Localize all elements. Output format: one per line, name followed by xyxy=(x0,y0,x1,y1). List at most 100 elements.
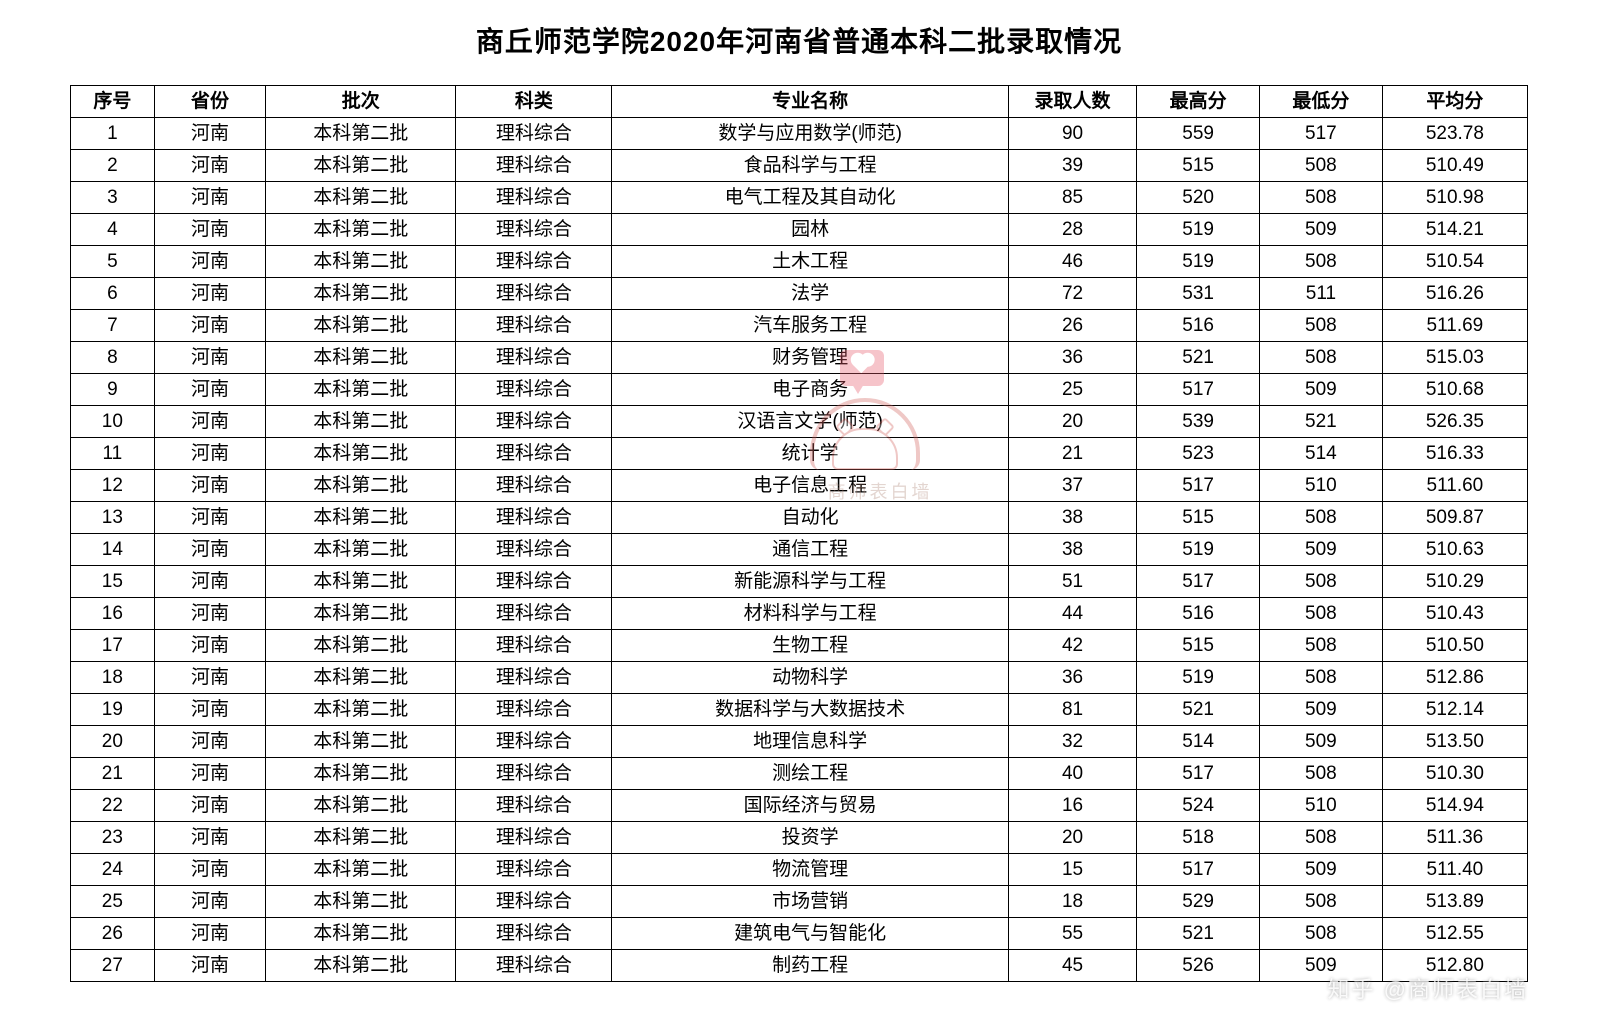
table-cell: 513.89 xyxy=(1382,886,1527,918)
table-cell: 524 xyxy=(1137,790,1260,822)
table-cell: 统计学 xyxy=(612,438,1008,470)
table-cell: 河南 xyxy=(154,310,266,342)
table-cell: 河南 xyxy=(154,918,266,950)
table-cell: 本科第二批 xyxy=(266,406,456,438)
table-cell: 本科第二批 xyxy=(266,822,456,854)
table-header-row: 序号 省份 批次 科类 专业名称 录取人数 最高分 最低分 平均分 xyxy=(71,86,1528,118)
table-cell: 509 xyxy=(1260,726,1383,758)
table-cell: 5 xyxy=(71,246,155,278)
table-cell: 河南 xyxy=(154,726,266,758)
table-cell: 电子信息工程 xyxy=(612,470,1008,502)
col-header-major: 专业名称 xyxy=(612,86,1008,118)
table-cell: 16 xyxy=(1008,790,1136,822)
table-cell: 508 xyxy=(1260,566,1383,598)
table-cell: 520 xyxy=(1137,182,1260,214)
table-row: 8河南本科第二批理科综合财务管理36521508515.03 xyxy=(71,342,1528,374)
table-cell: 20 xyxy=(71,726,155,758)
table-cell: 理科综合 xyxy=(456,150,612,182)
table-cell: 510.54 xyxy=(1382,246,1527,278)
table-cell: 园林 xyxy=(612,214,1008,246)
table-cell: 521 xyxy=(1137,918,1260,950)
table-cell: 本科第二批 xyxy=(266,886,456,918)
table-cell: 510.29 xyxy=(1382,566,1527,598)
table-cell: 517 xyxy=(1260,118,1383,150)
table-cell: 河南 xyxy=(154,854,266,886)
table-cell: 85 xyxy=(1008,182,1136,214)
table-cell: 4 xyxy=(71,214,155,246)
table-cell: 510.50 xyxy=(1382,630,1527,662)
table-cell: 本科第二批 xyxy=(266,758,456,790)
table-cell: 508 xyxy=(1260,150,1383,182)
table-row: 16河南本科第二批理科综合材料科学与工程44516508510.43 xyxy=(71,598,1528,630)
col-header-seq: 序号 xyxy=(71,86,155,118)
table-cell: 地理信息科学 xyxy=(612,726,1008,758)
table-cell: 521 xyxy=(1137,694,1260,726)
table-cell: 509 xyxy=(1260,854,1383,886)
table-cell: 河南 xyxy=(154,950,266,982)
table-cell: 90 xyxy=(1008,118,1136,150)
table-cell: 本科第二批 xyxy=(266,342,456,374)
table-cell: 河南 xyxy=(154,438,266,470)
table-cell: 17 xyxy=(71,630,155,662)
table-cell: 本科第二批 xyxy=(266,854,456,886)
table-cell: 517 xyxy=(1137,854,1260,886)
table-cell: 本科第二批 xyxy=(266,246,456,278)
table-cell: 72 xyxy=(1008,278,1136,310)
table-cell: 517 xyxy=(1137,374,1260,406)
table-cell: 19 xyxy=(71,694,155,726)
table-cell: 2 xyxy=(71,150,155,182)
table-cell: 电气工程及其自动化 xyxy=(612,182,1008,214)
table-cell: 本科第二批 xyxy=(266,694,456,726)
table-cell: 河南 xyxy=(154,182,266,214)
table-cell: 财务管理 xyxy=(612,342,1008,374)
table-row: 12河南本科第二批理科综合电子信息工程37517510511.60 xyxy=(71,470,1528,502)
table-cell: 本科第二批 xyxy=(266,374,456,406)
table-row: 4河南本科第二批理科综合园林28519509514.21 xyxy=(71,214,1528,246)
table-cell: 519 xyxy=(1137,662,1260,694)
table-cell: 46 xyxy=(1008,246,1136,278)
table-cell: 新能源科学与工程 xyxy=(612,566,1008,598)
table-cell: 理科综合 xyxy=(456,918,612,950)
table-row: 1河南本科第二批理科综合数学与应用数学(师范)90559517523.78 xyxy=(71,118,1528,150)
table-cell: 518 xyxy=(1137,822,1260,854)
table-cell: 516.33 xyxy=(1382,438,1527,470)
table-cell: 32 xyxy=(1008,726,1136,758)
table-cell: 517 xyxy=(1137,470,1260,502)
table-cell: 516 xyxy=(1137,310,1260,342)
table-cell: 本科第二批 xyxy=(266,214,456,246)
table-cell: 15 xyxy=(1008,854,1136,886)
table-cell: 51 xyxy=(1008,566,1136,598)
table-cell: 理科综合 xyxy=(456,246,612,278)
table-cell: 23 xyxy=(71,822,155,854)
table-cell: 物流管理 xyxy=(612,854,1008,886)
table-cell: 河南 xyxy=(154,694,266,726)
table-cell: 512.55 xyxy=(1382,918,1527,950)
table-cell: 本科第二批 xyxy=(266,662,456,694)
table-cell: 本科第二批 xyxy=(266,470,456,502)
table-cell: 本科第二批 xyxy=(266,918,456,950)
table-cell: 河南 xyxy=(154,150,266,182)
table-cell: 生物工程 xyxy=(612,630,1008,662)
table-cell: 理科综合 xyxy=(456,406,612,438)
table-cell: 本科第二批 xyxy=(266,950,456,982)
table-row: 23河南本科第二批理科综合投资学20518508511.36 xyxy=(71,822,1528,854)
table-row: 17河南本科第二批理科综合生物工程42515508510.50 xyxy=(71,630,1528,662)
table-cell: 22 xyxy=(71,790,155,822)
table-cell: 37 xyxy=(1008,470,1136,502)
table-cell: 511.36 xyxy=(1382,822,1527,854)
table-cell: 河南 xyxy=(154,406,266,438)
table-cell: 汽车服务工程 xyxy=(612,310,1008,342)
table-cell: 523 xyxy=(1137,438,1260,470)
table-cell: 508 xyxy=(1260,246,1383,278)
table-cell: 508 xyxy=(1260,182,1383,214)
table-cell: 42 xyxy=(1008,630,1136,662)
col-header-province: 省份 xyxy=(154,86,266,118)
table-row: 22河南本科第二批理科综合国际经济与贸易16524510514.94 xyxy=(71,790,1528,822)
table-cell: 8 xyxy=(71,342,155,374)
table-cell: 理科综合 xyxy=(456,118,612,150)
table-cell: 本科第二批 xyxy=(266,790,456,822)
table-cell: 36 xyxy=(1008,662,1136,694)
table-cell: 13 xyxy=(71,502,155,534)
table-cell: 河南 xyxy=(154,886,266,918)
table-cell: 510.49 xyxy=(1382,150,1527,182)
